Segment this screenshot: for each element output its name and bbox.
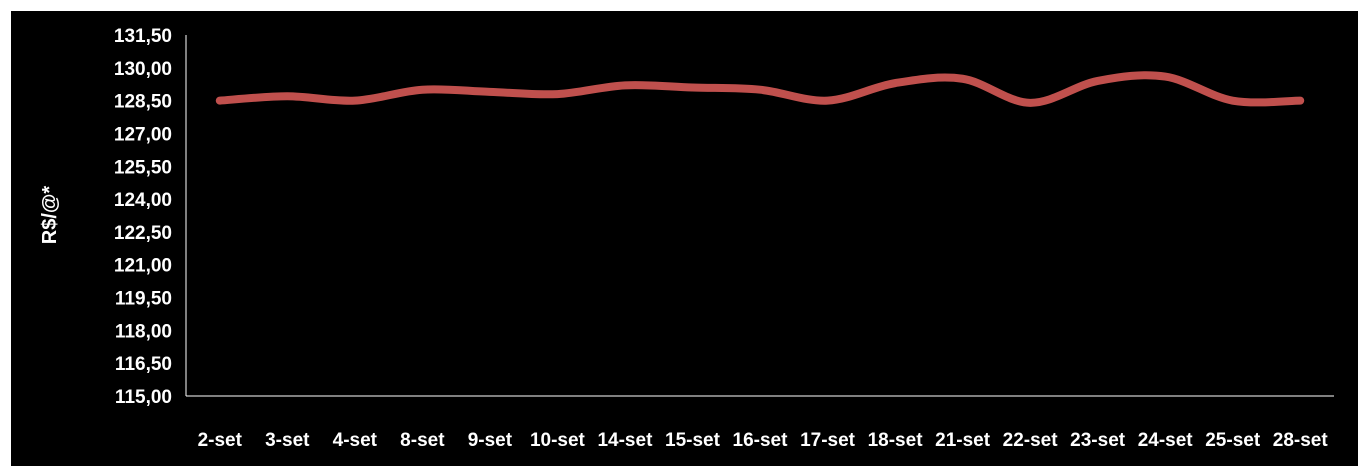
x-tick-label: 25-set [1205, 430, 1261, 451]
x-tick-label: 3-set [265, 430, 310, 451]
x-tick-label: 2-set [198, 430, 243, 451]
x-tick-label: 15-set [665, 430, 721, 451]
y-tick-label: 124,00 [114, 190, 172, 211]
x-tick-label: 21-set [935, 430, 991, 451]
x-tick-label: 14-set [597, 430, 653, 451]
x-tick-label: 24-set [1138, 430, 1194, 451]
x-tick-label: 16-set [733, 430, 789, 451]
x-tick-label: 10-set [530, 430, 586, 451]
y-tick-label: 115,00 [115, 387, 172, 408]
x-tick-label: 4-set [333, 430, 378, 451]
y-tick-label: 118,00 [115, 321, 172, 342]
y-tick-label: 128,50 [114, 92, 172, 113]
y-tick-labels: 115,00 116,50 118,00 119,50 121,00 122,50 124,… [114, 26, 172, 408]
y-tick-label: 122,50 [114, 223, 172, 244]
series-line [215, 71, 1305, 107]
y-tick-label: 125,50 [114, 157, 172, 178]
x-tick-label: 18-set [868, 430, 924, 451]
y-tick-label: 121,00 [114, 256, 172, 277]
x-tick-label: 8-set [400, 430, 445, 451]
x-tick-labels: 2-set 3-set 4-set 8-set 9-set 10-set 14-set 15-… [198, 430, 1329, 451]
y-tick-label: 127,00 [114, 124, 172, 145]
y-tick-label: 130,00 [114, 59, 172, 80]
x-tick-label: 9-set [468, 430, 513, 451]
y-tick-label: 131,50 [114, 26, 172, 47]
y-tick-label: 119,50 [115, 289, 172, 310]
x-tick-label: 17-set [800, 430, 856, 451]
x-tick-label: 22-set [1003, 430, 1059, 451]
x-tick-label: 28-set [1273, 430, 1329, 451]
y-tick-label: 116,50 [115, 354, 172, 375]
y-axis-label: R$/@* [39, 186, 61, 245]
x-tick-label: 23-set [1070, 430, 1126, 451]
